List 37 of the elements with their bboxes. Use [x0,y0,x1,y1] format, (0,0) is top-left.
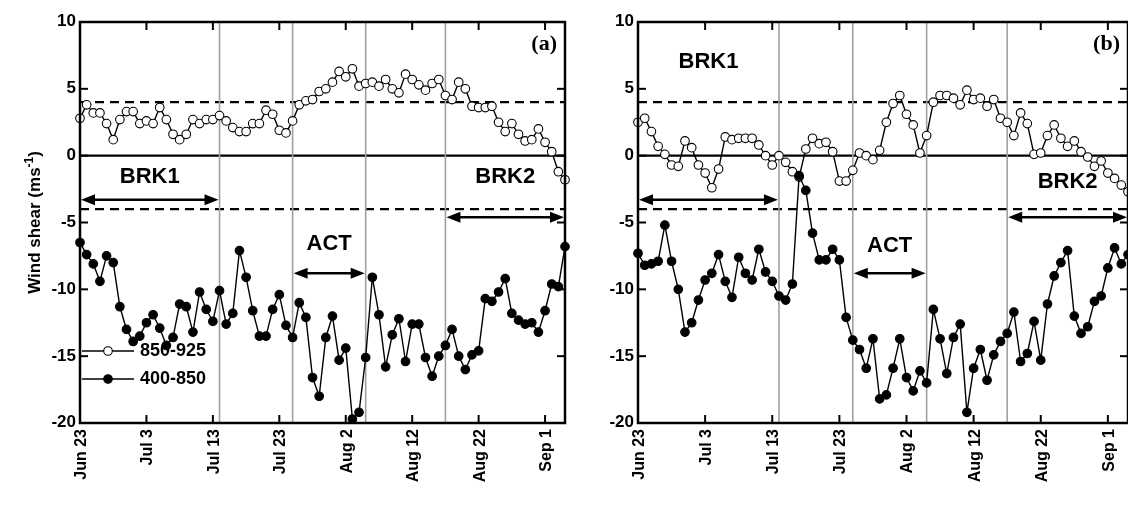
x-tick-label: Sep 1 [537,428,555,472]
annotation: BRK2 [475,162,536,188]
y-tick-label: 5 [624,78,634,98]
x-tick-label: Jul 13 [764,428,782,475]
x-tick-label: Jul 23 [831,428,849,475]
annotation: ACT [306,229,353,255]
annotation: ACT [867,232,913,258]
y-tick-label: -10 [51,278,76,298]
x-tick-label: Aug 12 [965,428,983,483]
annotation: (b) [1093,30,1120,55]
y-tick-label: -15 [609,345,634,365]
annotation: (a) [531,30,557,55]
x-tick-label: Jun 23 [630,428,647,480]
y-tick-label: -10 [609,278,634,298]
annotation: BRK1 [678,47,739,73]
x-tick-label: Aug 22 [470,428,488,483]
y-tick-label: -15 [51,345,76,365]
y-tick-label: 5 [66,78,76,98]
x-tick-label: Aug 12 [404,428,422,483]
legend-label: 400-850 [140,367,207,388]
y-tick-label: -5 [618,211,634,231]
y-tick-label: -5 [60,211,76,231]
x-tick-label: Jul 3 [697,428,715,466]
x-tick-label: Aug 22 [1032,428,1050,483]
y-tick-label: 0 [624,145,634,165]
y-tick-label: 0 [66,145,76,165]
y-tick-label: 10 [57,11,76,31]
annotation: BRK1 [119,162,180,188]
annotation: BRK2 [1037,168,1098,194]
y-tick-label: 10 [615,11,634,31]
x-tick-label: Jul 23 [271,428,289,475]
x-tick-label: Jun 23 [72,428,89,480]
x-tick-label: Sep 1 [1099,428,1117,472]
x-tick-label: Jul 3 [138,428,156,466]
x-tick-label: Aug 2 [898,428,916,474]
x-tick-label: Jul 13 [204,428,222,475]
x-tick-label: Aug 2 [337,428,355,474]
